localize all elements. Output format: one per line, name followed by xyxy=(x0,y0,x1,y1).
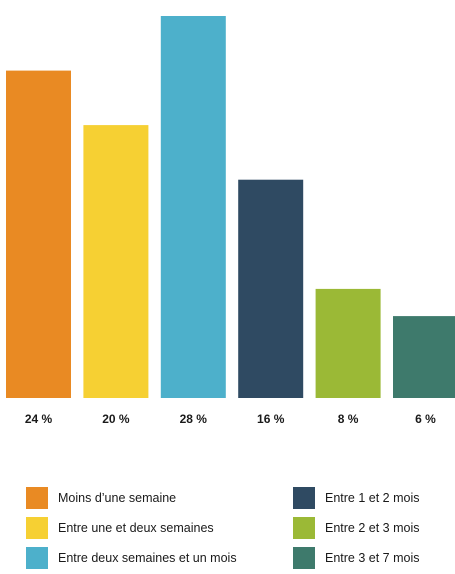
value-label-entre-2-et-3-mois: 8 % xyxy=(338,412,359,426)
value-label-entre-3-et-7-mois: 6 % xyxy=(415,412,436,426)
value-label-entre-deux-semaines-et-un-mois: 28 % xyxy=(180,412,208,426)
legend-item-entre-3-et-7-mois: Entre 3 et 7 mois xyxy=(293,547,420,569)
bar-entre-3-et-7-mois xyxy=(393,316,455,398)
legend-swatch xyxy=(26,487,48,509)
value-labels-group: 24 % 20 % 28 % 16 % 8 % 6 % xyxy=(25,412,436,426)
value-label-entre-1-et-2-mois: 16 % xyxy=(257,412,285,426)
legend-item-entre-deux-semaines-et-un-mois: Entre deux semaines et un mois xyxy=(26,547,237,569)
value-label-entre-une-et-deux-semaines: 20 % xyxy=(102,412,130,426)
bar-chart: 24 % 20 % 28 % 16 % 8 % 6 % xyxy=(6,16,455,426)
legend-swatch xyxy=(26,517,48,539)
legend-label: Entre 2 et 3 mois xyxy=(325,521,420,535)
legend-swatch xyxy=(26,547,48,569)
legend-swatch xyxy=(293,487,315,509)
legend-label: Entre une et deux semaines xyxy=(58,521,214,535)
bar-entre-deux-semaines-et-un-mois xyxy=(160,16,226,398)
bar-moins-dune-semaine xyxy=(6,70,71,398)
legend-swatch xyxy=(293,547,315,569)
bars-group xyxy=(6,16,455,398)
legend-label: Moins d’une semaine xyxy=(58,491,177,505)
legend-item-entre-une-et-deux-semaines: Entre une et deux semaines xyxy=(26,517,214,539)
legend-item-entre-2-et-3-mois: Entre 2 et 3 mois xyxy=(293,517,420,539)
legend-label: Entre 1 et 2 mois xyxy=(325,491,420,505)
legend-item-entre-1-et-2-mois: Entre 1 et 2 mois xyxy=(293,487,420,509)
bar-entre-2-et-3-mois xyxy=(315,288,381,398)
legend-swatch xyxy=(293,517,315,539)
legend-label: Entre deux semaines et un mois xyxy=(58,551,237,565)
legend-item-moins-une-semaine: Moins d’une semaine xyxy=(26,487,176,509)
value-label-moins-dune-semaine: 24 % xyxy=(25,412,53,426)
bar-entre-une-et-deux-semaines xyxy=(83,125,149,398)
legend-label: Entre 3 et 7 mois xyxy=(325,551,420,565)
bar-entre-1-et-2-mois xyxy=(238,179,304,398)
